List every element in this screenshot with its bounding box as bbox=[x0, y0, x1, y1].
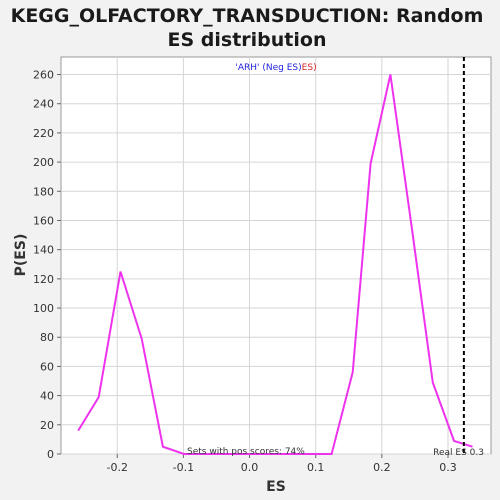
y-tick-label: 180 bbox=[33, 185, 54, 198]
y-tick-label: 240 bbox=[33, 98, 54, 111]
series-layer bbox=[77, 74, 473, 455]
y-axis-label: P(ES) bbox=[13, 234, 29, 277]
real-es-label: Real ES 0.3 bbox=[433, 448, 484, 458]
chart-title-line-2: ES distribution bbox=[168, 29, 327, 51]
pos-scores-annotation: Sets with pos scores: 74% bbox=[187, 447, 305, 457]
series-line bbox=[77, 74, 473, 455]
x-tick-label: 0.0 bbox=[241, 461, 259, 474]
y-tick-label: 140 bbox=[33, 244, 54, 257]
y-axis: 0 20 40 60 80 100 120 140 160 180 200 220 240 260 bbox=[33, 69, 61, 461]
x-axis-label: ES bbox=[266, 479, 286, 495]
legend-label-neg-es: 'ARH' (Neg ES) bbox=[235, 63, 301, 73]
x-axis: -0.2 -0.1 0.0 0.1 0.2 0.3 bbox=[106, 454, 457, 474]
y-tick-label: 60 bbox=[40, 360, 54, 373]
y-tick-label: 160 bbox=[33, 214, 54, 227]
x-tick-label: 0.1 bbox=[307, 461, 325, 474]
legend: 'ARH' (Neg ES)ES) bbox=[235, 63, 316, 73]
plot-area bbox=[60, 56, 492, 455]
y-tick-label: 40 bbox=[40, 390, 54, 403]
y-tick-label: 20 bbox=[40, 419, 54, 432]
y-tick-label: 260 bbox=[33, 69, 54, 82]
x-tick-label: -0.2 bbox=[106, 461, 127, 474]
x-tick-label: 0.2 bbox=[373, 461, 391, 474]
y-tick-label: 200 bbox=[33, 156, 54, 169]
x-tick-label: 0.3 bbox=[439, 461, 457, 474]
y-tick-label: 220 bbox=[33, 127, 54, 140]
x-tick-label: -0.1 bbox=[173, 461, 194, 474]
chart-title-line-1: KEGG_OLFACTORY_TRANSDUCTION: Random bbox=[11, 5, 484, 27]
legend-label-es: ES) bbox=[302, 63, 317, 73]
y-tick-label: 80 bbox=[40, 331, 54, 344]
y-tick-label: 100 bbox=[33, 302, 54, 315]
y-tick-label: 120 bbox=[33, 273, 54, 286]
y-tick-label: 0 bbox=[47, 448, 54, 461]
